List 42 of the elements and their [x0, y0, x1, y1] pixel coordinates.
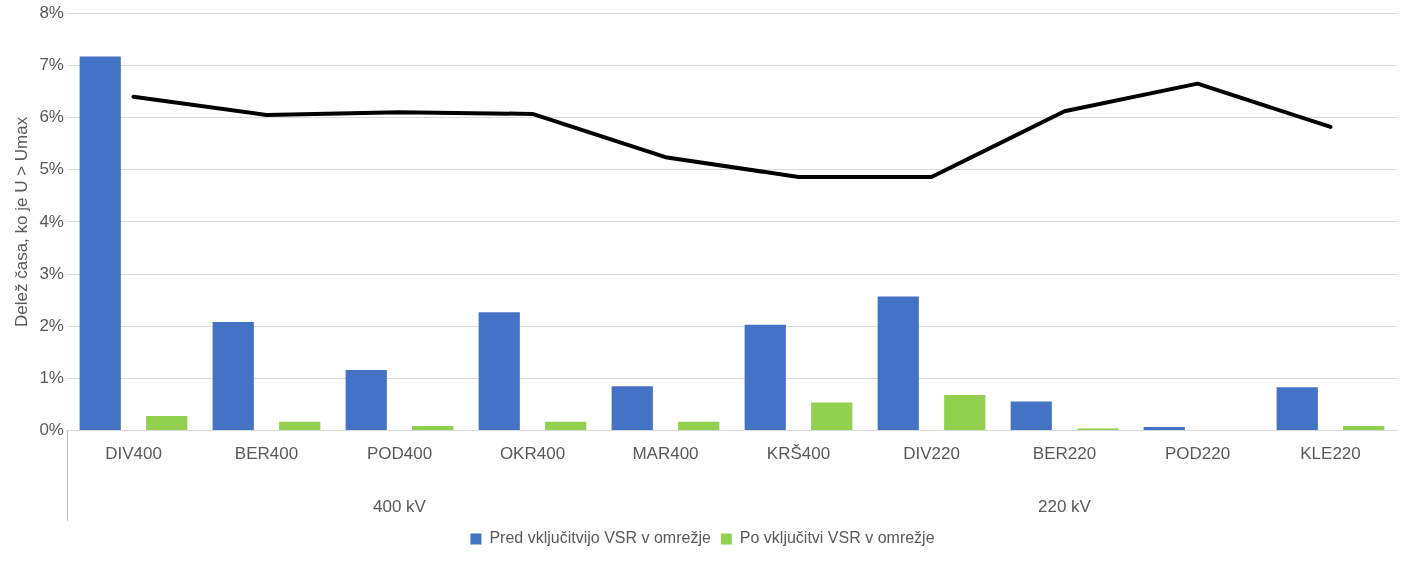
bar — [212, 322, 254, 431]
y-tick-label: 3% — [39, 263, 64, 283]
bar — [478, 312, 520, 431]
x-tick-label: POD220 — [1164, 444, 1231, 464]
text: 220 kV — [1038, 496, 1092, 516]
bar — [944, 395, 986, 431]
bar — [279, 421, 321, 431]
x-tick-label: MAR400 — [632, 444, 699, 464]
x-tick-label: DIV220 — [903, 444, 960, 464]
bar — [1010, 401, 1052, 431]
bar — [79, 56, 121, 431]
bar — [811, 402, 853, 431]
y-tick-label: 6% — [39, 107, 64, 127]
y-tick-label: 4% — [39, 211, 64, 231]
bar — [1143, 426, 1185, 431]
legend-label: Po vključitvi VSR v omrežje — [739, 529, 935, 547]
y-tick-label: 2% — [39, 315, 64, 335]
x-tick-label: POD400 — [366, 444, 433, 464]
bar — [1276, 387, 1318, 431]
y-tick-label: 8% — [39, 2, 64, 22]
x-tick-label: KRŠ400 — [766, 444, 831, 464]
bar — [877, 296, 919, 431]
x-tick-label: BER400 — [234, 444, 299, 464]
legend-label: Pred vključitvijo VSR v omrežje — [489, 529, 711, 547]
bar — [345, 370, 387, 431]
y-axis-title: Delež časa, ko je U > Umax — [11, 116, 31, 328]
text: 400 kV — [373, 496, 427, 516]
bar — [146, 415, 188, 431]
bar — [744, 324, 786, 431]
x-tick-label: BER220 — [1032, 444, 1097, 464]
bar — [678, 421, 720, 431]
y-tick-label: 5% — [39, 159, 64, 179]
y-tick-label: 0% — [39, 420, 64, 440]
x-tick-label: DIV400 — [105, 444, 162, 464]
bar — [545, 421, 587, 431]
bar — [1343, 425, 1385, 431]
y-tick-label: 7% — [39, 55, 64, 75]
x-tick-label: KLE220 — [1300, 444, 1361, 464]
bar — [412, 425, 454, 431]
bar — [611, 386, 653, 431]
x-tick-label: OKR400 — [499, 444, 566, 464]
y-tick-label: 1% — [39, 368, 64, 388]
